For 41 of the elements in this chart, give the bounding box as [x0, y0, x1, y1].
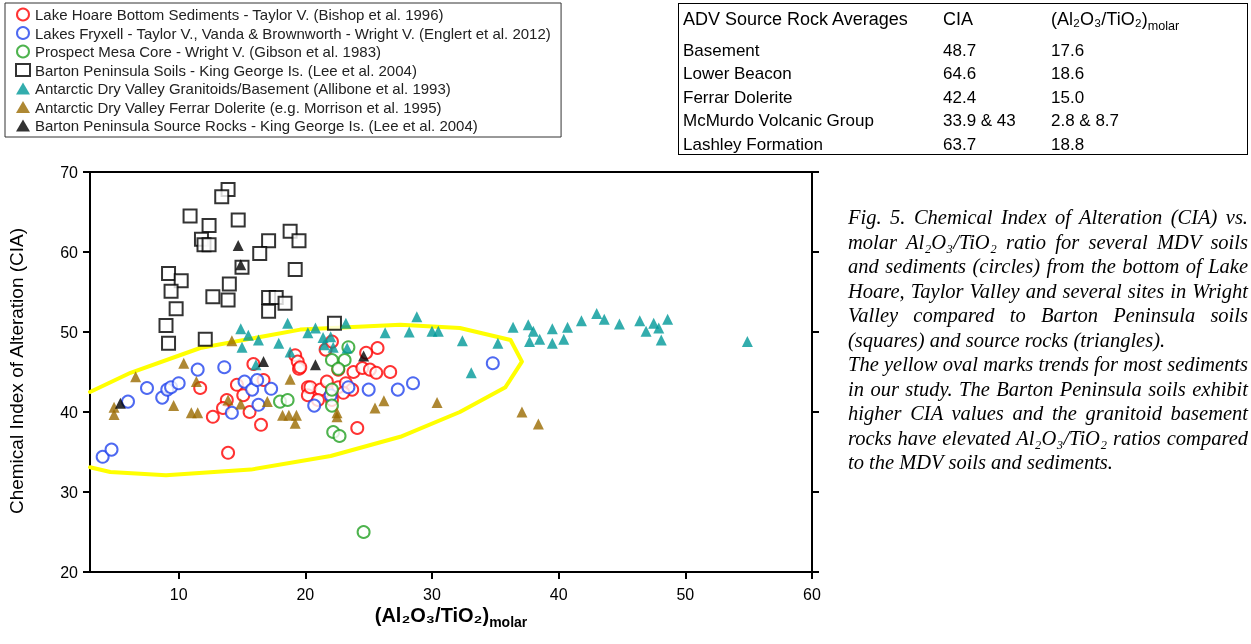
text: Lashley Formation — [683, 133, 824, 156]
text: CIA — [943, 8, 974, 31]
text: 64.6 — [943, 63, 978, 86]
legend-label: Barton Peninsula Soils - King George Is. (Lee et al. 2004) — [35, 61, 417, 79]
text: 17.6 — [1051, 39, 1086, 62]
y-tick-label: 70 — [60, 163, 79, 181]
y-tick-label: 20 — [60, 563, 79, 581]
text: 18.8 — [1051, 133, 1086, 156]
text: 2.8 & 8.7 — [1051, 110, 1121, 133]
x-tick-label: 60 — [803, 585, 821, 603]
x-tick-label: 20 — [296, 585, 315, 603]
text: McMurdo Volcanic Group — [683, 110, 875, 133]
text: 63.7 — [943, 133, 978, 156]
legend-label: Lake Hoare Bottom Sediments - Taylor V. (Bishop et al. 1996) — [35, 6, 444, 23]
text: 18.6 — [1051, 63, 1086, 86]
text: 15.0 — [1051, 86, 1086, 109]
text: ADV Source Rock Averages — [683, 8, 909, 31]
x-tick-label: 40 — [549, 585, 568, 603]
y-axis-title: Chemical Index of Alteration (CIA) — [6, 226, 28, 517]
text: (Al₂O₃/TiO₂)$_{molar}$ — [1051, 8, 1181, 35]
legend-label: Antarctic Dry Valley Granitoids/Basement (Allibone et al. 1993) — [35, 80, 451, 97]
text: The yellow oval marks trends for most sediments in our study. The Barton Peninsula soils exhibit higher CIA values and the granitoid basement rocks have elevated Al₂O₃/TiO₂ ratios compared to the MDV soils and sediments. — [848, 352, 1248, 475]
y-tick-label: 60 — [60, 243, 79, 261]
legend-label: Prospect Mesa Core - Wright V. (Gibson et al. 1983) — [35, 43, 381, 60]
x-axis-title: (Al₂O₃/TiO₂)$_{molar}$ — [373, 604, 529, 630]
y-tick-label: 30 — [60, 483, 79, 501]
text: Basement — [683, 39, 761, 62]
legend-label: Lakes Fryxell - Taylor V., Vanda & Brownworth - Wright V. (Englert et al. 2012) — [35, 24, 551, 42]
x-tick-label: 30 — [423, 585, 441, 603]
y-tick-label: 40 — [60, 403, 79, 421]
text: 42.4 — [943, 86, 978, 109]
text: 48.7 — [943, 39, 978, 62]
x-tick-label: 50 — [676, 585, 695, 603]
y-tick-label: 50 — [60, 323, 79, 341]
text: Ferrar Dolerite — [683, 86, 794, 109]
caption: Fig. 5. Chemical Index of Alteration (CIA) vs. molar Al₂O₃/TiO₂ ratio for several MDV soils and sediments (circles) from the bottom of Lake Hoare, Taylor Valley and several sites in Wright Valley compared to Barton Peninsula soils (squares) and source rocks (triangles). — [848, 205, 1248, 352]
x-tick-label: 10 — [169, 585, 188, 603]
text: 33.9 & 43 — [943, 110, 1017, 133]
legend-label: Antarctic Dry Valley Ferrar Dolerite (e.g. Morrison et al. 1995) — [35, 98, 442, 116]
text: Lower Beacon — [683, 63, 793, 86]
legend-label: Barton Peninsula Source Rocks - King George Is. (Lee et al. 2004) — [35, 117, 478, 134]
